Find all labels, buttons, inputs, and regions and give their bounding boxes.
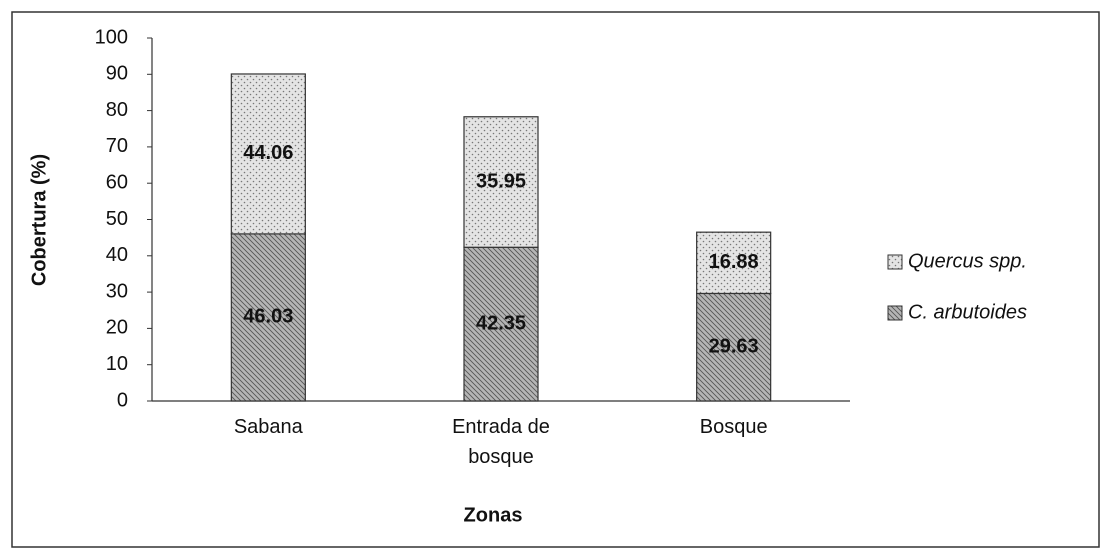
data-label: 44.06: [243, 142, 293, 164]
x-tick-label-box: Sabana: [233, 416, 303, 438]
x-tick-label-box: Entrada de bosque: [452, 416, 550, 468]
legend-label: C. arbutoides: [908, 301, 1027, 323]
y-axis-label: Cobertura (%): [28, 154, 50, 286]
bar-segment: [696, 292, 772, 402]
bar-segment: [463, 246, 539, 402]
x-axis-label: Zonas: [464, 504, 523, 526]
legend-swatch: [887, 254, 903, 270]
y-tick-label: 20: [106, 317, 128, 339]
legend-label: Quercus spp.: [908, 250, 1027, 272]
x-tick-label: Bosque: [699, 416, 768, 438]
y-tick-label: 90: [106, 63, 128, 85]
y-tick-label: 40: [106, 244, 128, 266]
y-tick-label: 10: [106, 353, 128, 375]
legend-swatch: [887, 305, 903, 321]
y-tick-label: 30: [106, 280, 128, 302]
data-label: 46.03: [243, 306, 293, 328]
y-tick-label: 0: [117, 389, 128, 411]
bar-segment: [696, 231, 772, 295]
data-label: 35.95: [476, 170, 526, 192]
y-tick-label: 60: [106, 171, 128, 193]
y-tick-label: 50: [106, 208, 128, 230]
data-label: 16.88: [709, 251, 759, 273]
y-tick-label: 80: [106, 99, 128, 121]
data-label: 29.63: [709, 336, 759, 358]
bar-segment: [230, 73, 306, 235]
y-tick-label: 70: [106, 135, 128, 157]
x-tick-label-box: Bosque: [699, 416, 768, 438]
bar-segment: [230, 233, 306, 402]
y-tick-label: 100: [95, 26, 128, 48]
chart-frame: [11, 11, 1100, 548]
bar-segment: [463, 116, 539, 248]
x-tick-label: Entrada de bosque: [452, 416, 550, 468]
x-tick-label: Sabana: [233, 416, 303, 438]
data-label: 42.35: [476, 312, 526, 334]
